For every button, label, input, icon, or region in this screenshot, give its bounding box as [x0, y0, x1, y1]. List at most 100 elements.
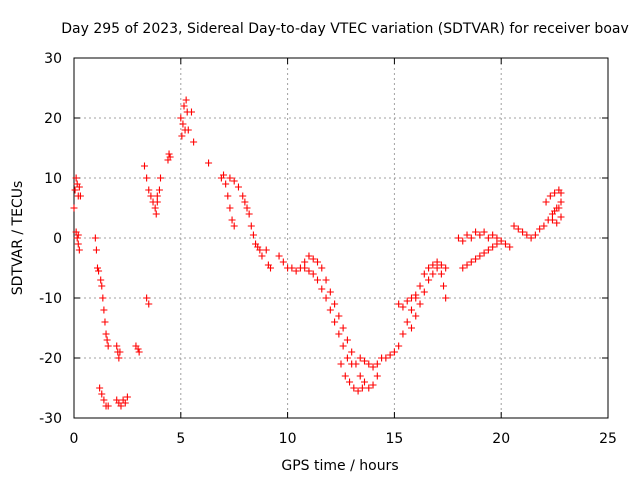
data-point — [113, 342, 121, 350]
data-point — [358, 384, 366, 392]
data-point — [354, 387, 362, 395]
data-point — [551, 189, 559, 197]
data-point — [346, 378, 354, 386]
data-point — [75, 246, 83, 254]
data-point — [390, 348, 398, 356]
data-point — [412, 312, 420, 320]
data-point — [337, 360, 345, 368]
data-point — [182, 96, 190, 104]
data-point — [292, 267, 300, 275]
data-point — [224, 192, 232, 200]
data-point — [339, 342, 347, 350]
data-point — [121, 399, 129, 407]
y-tick-label: 20 — [44, 111, 62, 127]
y-tick-label: 0 — [53, 231, 62, 247]
data-point — [425, 264, 433, 272]
data-point — [301, 264, 309, 272]
data-point — [551, 207, 559, 215]
data-point — [247, 222, 255, 230]
data-point — [222, 180, 230, 188]
data-point — [369, 381, 377, 389]
data-point — [442, 264, 450, 272]
axis-ticks: 0 5 10 15 20 25 -30 -20 -10 0 10 20 30 — [39, 51, 617, 447]
data-point — [442, 294, 450, 302]
data-point — [335, 330, 343, 338]
data-point — [519, 228, 527, 236]
data-point — [205, 159, 213, 167]
data-point — [228, 216, 236, 224]
data-point — [230, 177, 238, 185]
data-point — [356, 372, 364, 380]
data-point — [553, 219, 561, 227]
data-point — [514, 225, 522, 233]
data-point — [493, 240, 501, 248]
data-point — [523, 231, 531, 239]
data-point — [241, 198, 249, 206]
data-point — [165, 150, 173, 158]
data-point — [103, 336, 111, 344]
data-point — [71, 186, 79, 194]
data-point — [178, 132, 186, 140]
data-point — [472, 255, 480, 263]
data-point — [510, 222, 518, 230]
data-point — [100, 396, 108, 404]
data-point — [184, 126, 192, 134]
data-point — [467, 258, 475, 266]
data-point — [497, 237, 505, 245]
data-points — [70, 96, 565, 410]
data-point — [97, 276, 105, 284]
data-point — [369, 363, 377, 371]
data-point — [116, 348, 124, 356]
data-point — [399, 330, 407, 338]
data-point — [476, 252, 484, 260]
data-point — [190, 138, 198, 146]
data-point — [226, 204, 234, 212]
data-point — [74, 240, 82, 248]
data-point — [440, 282, 448, 290]
data-point — [305, 252, 313, 260]
data-point — [425, 276, 433, 284]
data-point — [501, 240, 509, 248]
data-point — [153, 192, 161, 200]
data-point — [117, 402, 125, 410]
data-point — [429, 261, 437, 269]
data-point — [341, 372, 349, 380]
data-point — [104, 402, 112, 410]
x-tick-label: 0 — [70, 431, 79, 447]
data-point — [314, 276, 322, 284]
data-point — [91, 234, 99, 242]
data-point — [527, 234, 535, 242]
data-point — [322, 294, 330, 302]
data-point — [151, 204, 159, 212]
data-point — [318, 264, 326, 272]
data-point — [72, 174, 80, 182]
data-point — [100, 306, 108, 314]
data-point — [343, 354, 351, 362]
data-point — [76, 192, 84, 200]
data-point — [243, 204, 251, 212]
data-point — [75, 183, 83, 191]
data-point — [267, 264, 275, 272]
data-point — [546, 192, 554, 200]
data-point — [467, 234, 475, 242]
data-point — [489, 243, 497, 251]
data-point — [480, 249, 488, 257]
x-axis-label: GPS time / hours — [281, 458, 398, 474]
data-point — [74, 231, 82, 239]
data-point — [420, 270, 428, 278]
data-point — [555, 204, 563, 212]
data-point — [288, 264, 296, 272]
data-point — [153, 198, 161, 206]
data-point — [399, 303, 407, 311]
data-point — [339, 324, 347, 332]
y-tick-label: -20 — [39, 351, 62, 367]
data-point — [145, 300, 153, 308]
data-point — [98, 282, 106, 290]
data-point — [96, 384, 104, 392]
data-point — [101, 318, 109, 326]
data-point — [140, 162, 148, 170]
data-point — [143, 294, 151, 302]
data-point — [373, 360, 381, 368]
data-point — [476, 231, 484, 239]
